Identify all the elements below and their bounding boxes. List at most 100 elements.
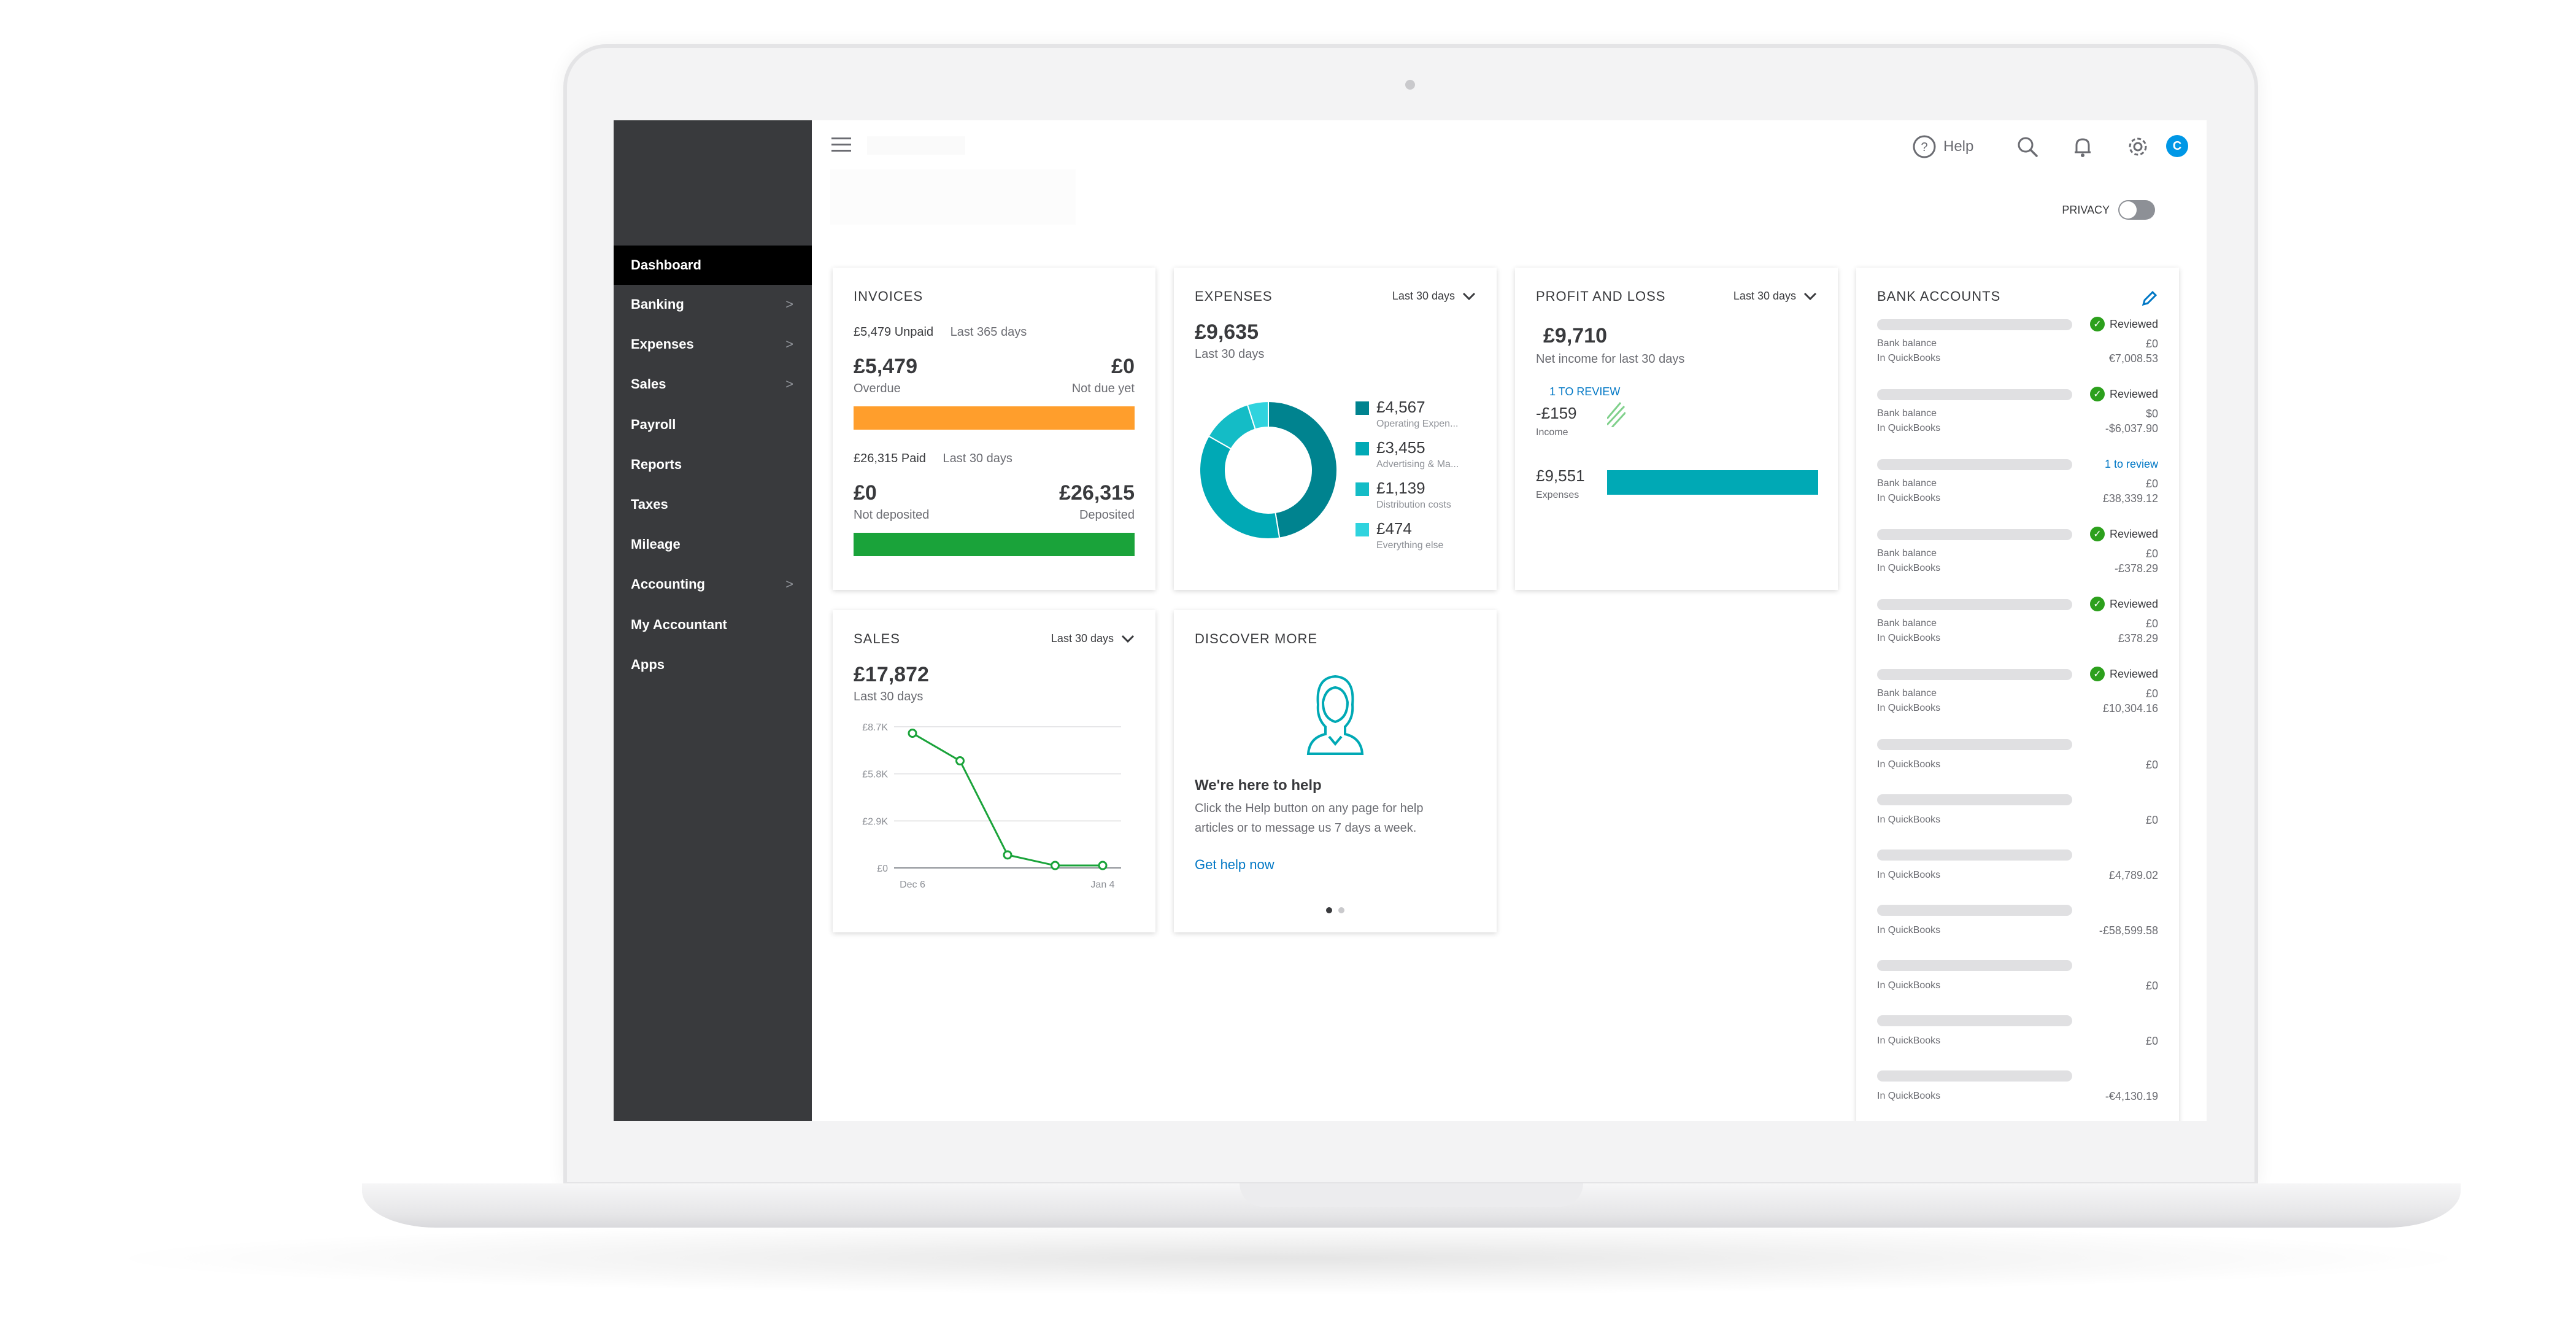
search-button[interactable] — [2015, 131, 2040, 162]
in-quickbooks-label: In QuickBooks — [1877, 353, 1941, 363]
sidebar-item-dashboard[interactable]: Dashboard — [614, 246, 812, 285]
sidebar: Dashboard Banking > Expenses > Sales > Payr… — [614, 120, 812, 1121]
settings-button[interactable] — [2125, 131, 2151, 162]
expenses-card: EXPENSES Last 30 days £9,635 Last 30 day… — [1174, 268, 1497, 590]
privacy-toggle[interactable] — [2118, 200, 2155, 220]
reviewed-status[interactable]: ✓ Reviewed — [2089, 597, 2158, 611]
carousel-dot[interactable] — [1338, 907, 1344, 913]
in-quickbooks-label: In QuickBooks — [1877, 759, 1941, 770]
chevron-right-icon: > — [785, 376, 793, 392]
income-hatch-bar[interactable] — [1607, 400, 1625, 427]
sidebar-item-mileage[interactable]: Mileage — [614, 525, 812, 564]
overdue-bar — [854, 406, 1135, 430]
legend-label: Distribution costs — [1376, 500, 1451, 510]
in-quickbooks-value: £0 — [2145, 759, 2158, 771]
legend-label: Everything else — [1376, 540, 1444, 551]
sales-line-chart[interactable]: £8.7K £5.8K £2.9K £0 Dec 6 Jan 4 — [833, 714, 1155, 923]
hamburger-menu-icon[interactable] — [831, 137, 851, 153]
pencil-icon[interactable] — [2141, 290, 2158, 307]
deposited-bar-track[interactable] — [854, 533, 1135, 556]
carousel-dot-active[interactable] — [1326, 907, 1332, 913]
card-title: PROFIT AND LOSS — [1536, 288, 1666, 304]
sidebar-item-label: Taxes — [631, 497, 668, 512]
sidebar-item-expenses[interactable]: Expenses > — [614, 325, 812, 364]
notdue-label: Not due yet — [1071, 382, 1135, 395]
sidebar-item-my-accountant[interactable]: My Accountant — [614, 605, 812, 644]
unpaid-period: Last 365 days — [950, 325, 1027, 339]
user-avatar[interactable]: C — [2166, 135, 2188, 157]
bank-balance-value: £0 — [2145, 617, 2158, 630]
in-quickbooks-label: In QuickBooks — [1877, 870, 1941, 880]
sidebar-item-apps[interactable]: Apps — [614, 645, 812, 684]
sales-point-4[interactable] — [1098, 861, 1108, 870]
sidebar-item-label: Accounting — [631, 576, 705, 592]
review-link[interactable]: 1 TO REVIEW — [1549, 385, 1621, 398]
reviewed-status[interactable]: ✓ Reviewed — [2089, 527, 2158, 541]
sales-period-dropdown[interactable]: Last 30 days — [1051, 632, 1135, 645]
deposited-label: Deposited — [1079, 508, 1135, 522]
legend-value[interactable]: £474 — [1376, 519, 1412, 538]
expenses-total: £9,635 — [1195, 320, 1259, 344]
sidebar-item-payroll[interactable]: Payroll — [614, 405, 812, 444]
bank-name-placeholder — [1877, 905, 2072, 916]
sales-series-line[interactable] — [912, 732, 1103, 867]
pl-period-dropdown[interactable]: Last 30 days — [1733, 290, 1817, 303]
card-title: DISCOVER MORE — [1195, 631, 1318, 646]
sidebar-item-sales[interactable]: Sales > — [614, 365, 812, 404]
sidebar-item-banking[interactable]: Banking > — [614, 285, 812, 324]
notdeposited-value: £0 — [854, 481, 877, 505]
help-button[interactable]: ? Help — [1911, 131, 1973, 162]
notifications-button[interactable] — [2070, 131, 2096, 162]
pl-expenses-bar-track[interactable] — [1607, 470, 1818, 495]
legend-value[interactable]: £3,455 — [1376, 438, 1425, 457]
donut-slice-1[interactable] — [1199, 435, 1281, 540]
sidebar-item-label: My Accountant — [631, 617, 727, 632]
gear-icon — [2129, 137, 2147, 156]
reviewed-status[interactable]: ✓ Reviewed — [2089, 667, 2158, 681]
paid-summary[interactable]: £26,315 Paid Last 30 days — [854, 452, 1012, 466]
reviewed-label: Reviewed — [2109, 667, 2158, 680]
donut-slice-3[interactable] — [1246, 400, 1269, 430]
sales-point-1[interactable] — [955, 756, 965, 766]
bank-balance-value: £0 — [2145, 548, 2158, 560]
legend-label: Operating Expen... — [1376, 419, 1459, 429]
help-icon: ? — [1913, 135, 1936, 158]
card-title: EXPENSES — [1195, 288, 1273, 304]
legend-value[interactable]: £4,567 — [1376, 398, 1425, 416]
in-quickbooks-value: £0 — [2145, 814, 2158, 826]
y-tick-label: £8.7K — [862, 722, 888, 733]
privacy-label: PRIVACY — [2062, 203, 2110, 216]
overdue-bar-track[interactable] — [854, 406, 1135, 430]
sales-point-2[interactable] — [1003, 850, 1012, 860]
sales-point-0[interactable] — [908, 729, 917, 738]
reviewed-status[interactable]: ✓ Reviewed — [2089, 387, 2158, 401]
sidebar-item-taxes[interactable]: Taxes — [614, 485, 812, 524]
expenses-period-dropdown[interactable]: Last 30 days — [1392, 290, 1476, 303]
deposited-bar — [854, 533, 1135, 556]
check-circle-icon: ✓ — [2089, 667, 2105, 681]
sales-point-3[interactable] — [1051, 861, 1060, 870]
reviewed-label: Reviewed — [2109, 317, 2158, 330]
expenses-donut-chart[interactable] — [1195, 397, 1342, 544]
bank-name-placeholder — [1877, 669, 2072, 680]
get-help-link[interactable]: Get help now — [1195, 857, 1275, 872]
webcam — [1405, 80, 1415, 90]
bank-name-placeholder — [1877, 389, 2072, 400]
reviewed-status[interactable]: ✓ Reviewed — [2089, 317, 2158, 331]
in-quickbooks-label: In QuickBooks — [1877, 423, 1941, 433]
to-review-link[interactable]: 1 to review — [2104, 458, 2158, 470]
sidebar-item-label: Apps — [631, 657, 665, 672]
y-tick-label: £0 — [877, 864, 888, 874]
in-quickbooks-value: £0 — [2145, 980, 2158, 992]
x-tick-label: Dec 6 — [900, 880, 925, 890]
bank-name-placeholder — [1877, 529, 2072, 540]
sidebar-item-accounting[interactable]: Accounting > — [614, 565, 812, 604]
sidebar-item-reports[interactable]: Reports — [614, 445, 812, 484]
discover-body-line2: articles or to message us 7 days a week. — [1195, 821, 1417, 835]
unpaid-summary[interactable]: £5,479 Unpaid Last 365 days — [854, 325, 1027, 339]
overdue-value: £5,479 — [854, 355, 917, 378]
bank-name-placeholder — [1877, 794, 2072, 805]
legend-value[interactable]: £1,139 — [1376, 479, 1425, 497]
donut-slice-0[interactable] — [1268, 400, 1338, 539]
in-quickbooks-value: €7,008.53 — [2108, 352, 2158, 365]
